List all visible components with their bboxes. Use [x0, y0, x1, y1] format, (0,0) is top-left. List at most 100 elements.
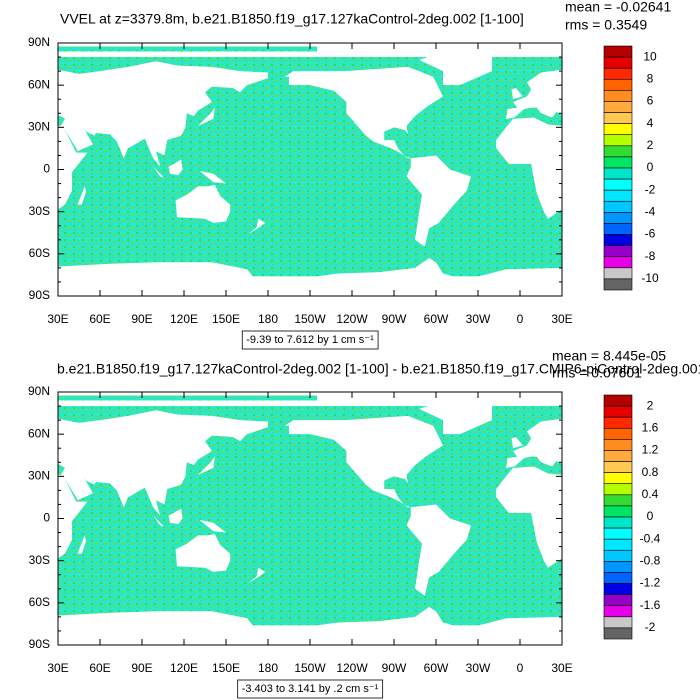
range-box — [241, 330, 379, 350]
lon-label: 180 — [258, 661, 278, 675]
land — [284, 415, 443, 508]
land — [198, 107, 215, 126]
lon-label: 90W — [382, 661, 407, 675]
colorbar-box — [603, 245, 633, 258]
colorbar-box — [603, 627, 633, 640]
colorbar-label: -8 — [645, 249, 656, 263]
lon-label: 30E — [47, 312, 68, 326]
lon-label: 90W — [382, 312, 407, 326]
colorbar-box — [603, 594, 633, 607]
colorbar-box — [603, 494, 633, 507]
lat-label: 30S — [29, 204, 50, 218]
lon-label: 150E — [212, 661, 240, 675]
lon-label: 180 — [258, 312, 278, 326]
lat-label: 30N — [28, 469, 50, 483]
land — [199, 170, 226, 184]
colorbar-label: -2 — [645, 182, 656, 196]
colorbar-label: 2 — [647, 398, 654, 412]
land — [58, 125, 88, 210]
colorbar-box — [603, 112, 633, 124]
colorbar-box — [603, 45, 633, 58]
land — [506, 69, 562, 119]
lat-label: 0 — [43, 511, 50, 525]
land — [58, 474, 88, 559]
colorbar-box — [603, 167, 633, 180]
colorbar-box — [603, 394, 633, 407]
land — [680, 534, 700, 572]
colorbar-label: -1.6 — [640, 598, 661, 612]
colorbar-label: 6 — [647, 94, 654, 108]
land — [58, 607, 562, 645]
map-field — [8, 395, 700, 645]
lat-label: 90N — [28, 384, 50, 398]
colorbar-box — [603, 405, 633, 418]
land — [8, 88, 19, 99]
land — [248, 567, 266, 584]
land — [680, 185, 700, 223]
lat-label: 30S — [29, 553, 50, 567]
colorbar-box — [603, 145, 633, 158]
colorbar-label: 1.2 — [642, 443, 659, 457]
colorbar-label: -0.8 — [640, 554, 661, 568]
colorbar-box — [603, 67, 633, 80]
land — [168, 508, 183, 525]
land — [149, 162, 165, 178]
lon-label: 30W — [466, 312, 491, 326]
land — [58, 258, 562, 296]
map-field — [8, 46, 700, 296]
land — [8, 437, 19, 448]
lat-label: 60N — [28, 426, 50, 440]
land — [419, 403, 492, 435]
lat-label: 30N — [28, 120, 50, 134]
colorbar-label: 1.6 — [642, 420, 659, 434]
ocean-field — [58, 395, 317, 401]
land — [58, 410, 268, 516]
mean-label: mean = 8.445e-05 — [552, 348, 666, 364]
panel-title: VVEL at z=3379.8m, b.e21.B1850.f19_g17.1… — [60, 11, 524, 27]
colorbar-label: 0.4 — [642, 487, 659, 501]
lon-label: 60E — [89, 661, 110, 675]
colorbar-box — [603, 450, 633, 462]
colorbar-box — [603, 427, 633, 440]
land — [582, 535, 590, 553]
colorbar-box — [603, 101, 633, 113]
lon-label: 0 — [517, 312, 524, 326]
colorbar-box — [603, 527, 633, 540]
lon-label: 150E — [212, 312, 240, 326]
land — [175, 533, 231, 572]
lon-label: 30E — [551, 661, 572, 675]
land — [496, 117, 562, 219]
land — [58, 61, 268, 167]
lon-label: 120E — [170, 312, 198, 326]
lon-label: 150W — [294, 312, 326, 326]
land — [496, 466, 562, 568]
lon-label: 90E — [131, 312, 152, 326]
colorbar-label: 8 — [647, 71, 654, 85]
colorbar-box — [603, 134, 633, 147]
colorbar-box — [603, 483, 633, 496]
colorbar-box — [603, 200, 633, 213]
colorbar-box — [603, 267, 633, 280]
colorbar-box — [603, 178, 633, 191]
lon-label: 120W — [336, 661, 368, 675]
lon-label: 60W — [424, 312, 449, 326]
colorbar-box — [603, 549, 633, 562]
land — [511, 436, 523, 449]
land — [653, 511, 668, 526]
colorbar-box — [603, 605, 633, 618]
lat-label: 0 — [43, 162, 50, 176]
land — [511, 87, 523, 100]
colorbar-box — [603, 189, 633, 202]
lon-label: 30E — [551, 312, 572, 326]
lon-label: 60E — [89, 312, 110, 326]
rms-label: rms = 0.3549 — [565, 17, 647, 33]
colorbar-label: -0.4 — [640, 531, 661, 545]
colorbar-box — [603, 616, 633, 629]
land — [175, 184, 231, 223]
colorbar-box — [603, 212, 633, 224]
colorbar-label: -6 — [645, 227, 656, 241]
colorbar-label: 0.8 — [642, 465, 659, 479]
mean-label: mean = -0.02641 — [565, 0, 671, 15]
